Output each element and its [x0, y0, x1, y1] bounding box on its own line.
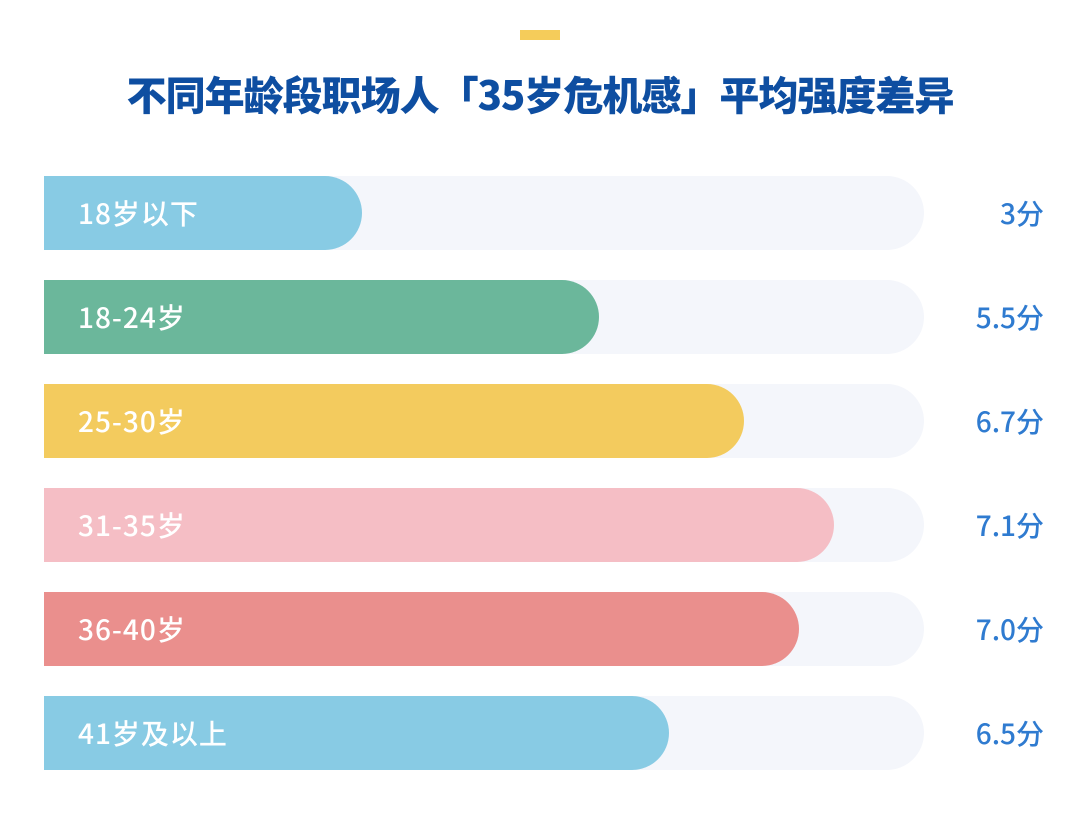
- bar-value-label: 6.7分: [976, 401, 1044, 441]
- bar-value-label: 7.1分: [976, 505, 1044, 545]
- bar-category-label: 18-24岁: [78, 297, 186, 337]
- bar-value-label: 7.0分: [976, 609, 1044, 649]
- bar-row: 18岁以下3分: [44, 176, 1040, 250]
- bar-row: 31-35岁7.1分: [44, 488, 1040, 562]
- bar-category-label: 25-30岁: [78, 401, 186, 441]
- bar-category-label: 36-40岁: [78, 609, 186, 649]
- bar-value-wrap: 5.5分: [44, 280, 1044, 354]
- accent-dash: [520, 30, 560, 40]
- bar-value-wrap: 7.0分: [44, 592, 1044, 666]
- bar-category-label: 18岁以下: [78, 193, 199, 233]
- bar-category-label: 41岁及以上: [78, 713, 228, 753]
- chart-title: 不同年龄段职场人「35岁危机感」平均强度差异: [40, 68, 1040, 118]
- bar-value-wrap: 6.7分: [44, 384, 1044, 458]
- bar-row: 41岁及以上6.5分: [44, 696, 1040, 770]
- bar-row: 36-40岁7.0分: [44, 592, 1040, 666]
- bar-category-label: 31-35岁: [78, 505, 186, 545]
- bar-row: 18-24岁5.5分: [44, 280, 1040, 354]
- bar-value-label: 5.5分: [976, 297, 1044, 337]
- bar-value-label: 3分: [1000, 193, 1044, 233]
- bar-rows: 18岁以下3分 18-24岁5.5分 25-30岁6.7分 31-35岁7.1分 36-…: [40, 176, 1040, 770]
- bar-value-label: 6.5分: [976, 713, 1044, 753]
- bar-value-wrap: 7.1分: [44, 488, 1044, 562]
- chart-container: 不同年龄段职场人「35岁危机感」平均强度差异 18岁以下3分18-24岁5.5分…: [0, 0, 1080, 830]
- bar-row: 25-30岁6.7分: [44, 384, 1040, 458]
